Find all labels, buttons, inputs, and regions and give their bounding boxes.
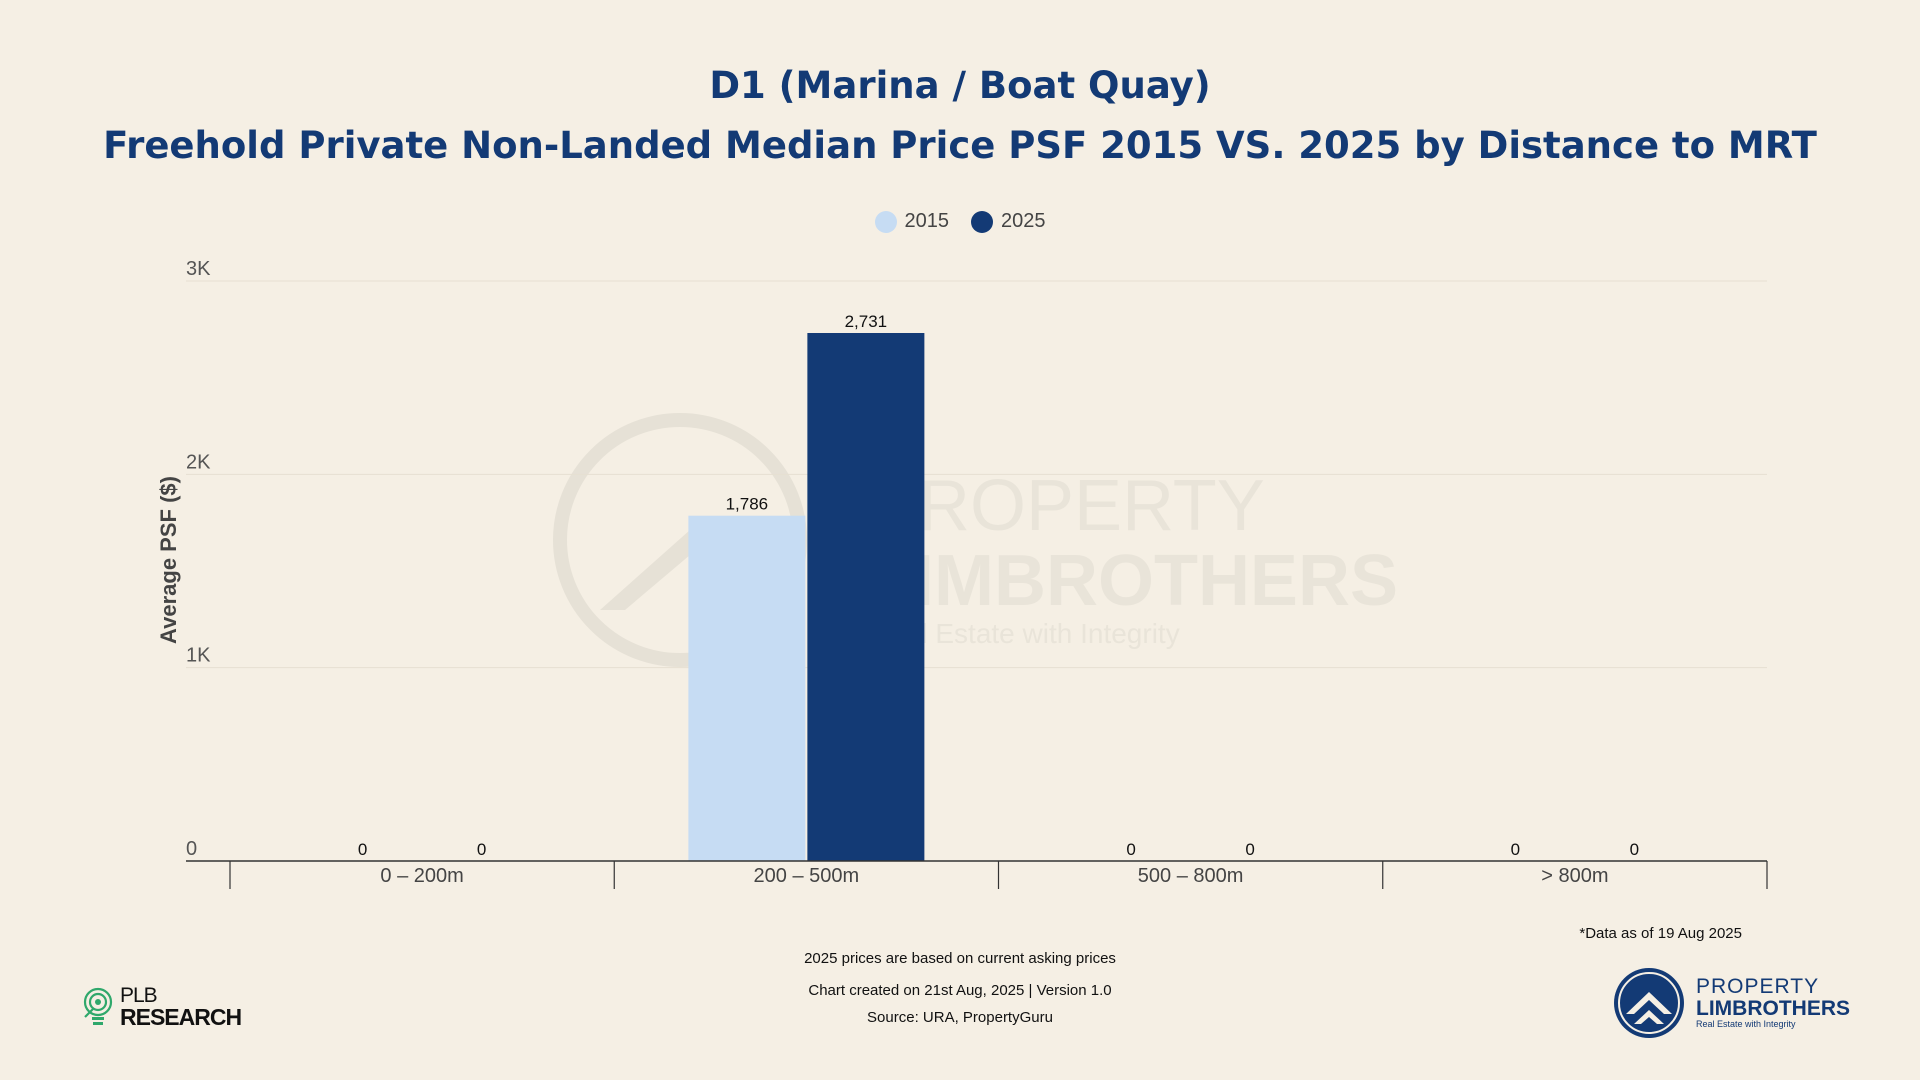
y-tick-label: 2K <box>186 451 211 473</box>
data-date-note: *Data as of 19 Aug 2025 <box>1579 925 1742 942</box>
watermark-line1: PROPERTY <box>870 466 1265 546</box>
legend-item-2015: 2015 <box>874 210 950 233</box>
pl-logo-line1: PROPERTY <box>1696 975 1820 999</box>
legend: 2015 2025 <box>0 210 1920 233</box>
data-label-2025: 0 <box>1630 840 1639 859</box>
plb-logo-line2: RESEARCH <box>120 1004 242 1030</box>
plb-logo-line1: PLB <box>120 984 158 1007</box>
legend-item-2025: 2025 <box>971 210 1046 233</box>
bar-2025 <box>807 333 925 861</box>
plb-research-logo: PLB RESEARCH <box>80 984 242 1030</box>
legend-label-2015: 2015 <box>904 210 950 232</box>
watermark-line2: LIMBROTHERS <box>870 541 1398 621</box>
asking-price-note: 2025 prices are based on current asking … <box>804 950 1116 967</box>
data-label-2015: 0 <box>1511 840 1520 859</box>
data-label-2015: 0 <box>1126 840 1135 859</box>
chart-title: D1 (Marina / Boat Quay) <box>709 64 1211 107</box>
house-roof-icon <box>1614 968 1684 1038</box>
data-label-2025: 0 <box>477 840 486 859</box>
y-axis-label: Average PSF ($) <box>156 476 181 644</box>
x-tick-label: 500 – 800m <box>1138 865 1244 887</box>
data-label-2015: 1,786 <box>726 495 769 514</box>
y-tick-label: 0 <box>186 838 197 860</box>
x-tick-label: 0 – 200m <box>380 865 463 887</box>
y-tick-label: 1K <box>186 645 211 667</box>
legend-label-2025: 2025 <box>1001 210 1046 232</box>
lightbulb-icon <box>83 987 113 1025</box>
data-label-2025: 0 <box>1245 840 1254 859</box>
chart-subtitle: Freehold Private Non-Landed Median Price… <box>103 124 1817 167</box>
pl-logo-line2: LIMBROTHERS <box>1696 997 1850 1021</box>
legend-swatch-2015 <box>874 210 897 233</box>
legend-swatch-2025 <box>971 210 993 233</box>
y-tick-label: 3K <box>186 258 211 280</box>
x-tick-label: 200 – 500m <box>754 865 860 887</box>
data-label-2015: 0 <box>358 840 367 859</box>
property-limbrothers-logo: PROPERTY LIMBROTHERS Real Estate with In… <box>1612 966 1850 1040</box>
source-note: Source: URA, PropertyGuru <box>867 1009 1053 1026</box>
data-label-2025: 2,731 <box>845 312 888 331</box>
created-note: Chart created on 21st Aug, 2025 | Versio… <box>808 982 1112 999</box>
pl-logo-tagline: Real Estate with Integrity <box>1696 1019 1796 1030</box>
x-tick-label: > 800m <box>1541 865 1608 887</box>
bar-2015 <box>688 515 806 861</box>
